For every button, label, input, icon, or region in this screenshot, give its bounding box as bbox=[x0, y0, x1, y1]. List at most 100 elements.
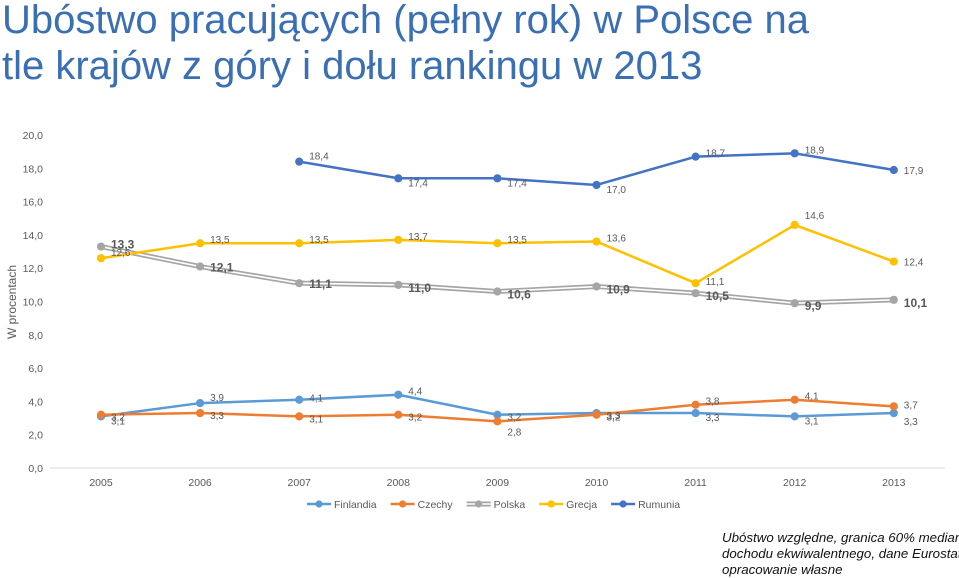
data-label-polska: 11,0 bbox=[408, 281, 431, 295]
data-label-polska: 10,9 bbox=[607, 283, 631, 297]
data-point-czechy bbox=[889, 402, 898, 411]
data-label-grecja: 13,5 bbox=[210, 235, 230, 246]
data-point-rumunia bbox=[889, 165, 898, 175]
data-point-grecja bbox=[493, 239, 502, 248]
data-point-rumunia bbox=[295, 157, 304, 166]
data-point-polska bbox=[889, 295, 898, 304]
data-point-grecja bbox=[889, 257, 898, 266]
title-line-2: tle krajów z góry i dołu rankingu w 2013 bbox=[2, 44, 703, 88]
y-tick-label: 8,0 bbox=[28, 330, 43, 342]
data-label-rumunia: 17,4 bbox=[408, 178, 428, 189]
data-label-polska: 10,5 bbox=[706, 289, 730, 303]
title-line-1: Ubóstwo pracujących (pełny rok) w Polsce… bbox=[2, 0, 810, 42]
data-label-finlandia: 3,3 bbox=[904, 417, 918, 428]
x-tick-label: 2005 bbox=[89, 477, 113, 489]
data-point-polska bbox=[493, 287, 502, 296]
data-point-grecja bbox=[96, 254, 106, 263]
legend-label: Polska bbox=[494, 499, 526, 511]
data-label-rumunia: 18,9 bbox=[805, 145, 825, 156]
data-point-finlandia bbox=[196, 398, 205, 408]
data-label-grecja: 13,6 bbox=[607, 234, 627, 245]
data-point-polska bbox=[96, 242, 106, 251]
data-point-finlandia bbox=[493, 410, 502, 419]
legend-swatch-marker bbox=[315, 500, 323, 508]
footnote-line-1: Ubóstwo względne, granica 60% mediany bbox=[722, 530, 959, 545]
x-tick-label: 2012 bbox=[783, 477, 807, 489]
data-label-czechy: 3,2 bbox=[408, 413, 422, 424]
x-tick-label: 2013 bbox=[882, 477, 906, 489]
y-tick-label: 0,0 bbox=[28, 463, 43, 475]
legend-swatch-marker bbox=[399, 500, 407, 508]
data-label-czechy: 2,8 bbox=[507, 427, 521, 438]
data-point-grecja bbox=[295, 239, 304, 248]
y-tick-label: 10,0 bbox=[23, 297, 44, 309]
data-label-czechy: 4,1 bbox=[805, 392, 819, 403]
data-label-rumunia: 18,7 bbox=[706, 149, 726, 160]
legend-swatch-marker bbox=[619, 500, 627, 508]
data-label-czechy: 3,8 bbox=[706, 397, 720, 408]
data-point-finlandia bbox=[691, 408, 700, 418]
data-label-rumunia: 18,4 bbox=[309, 152, 329, 163]
data-point-grecja bbox=[196, 239, 205, 248]
data-point-czechy bbox=[295, 412, 304, 421]
data-label-finlandia: 4,4 bbox=[408, 387, 422, 398]
x-tick-label: 2008 bbox=[387, 477, 411, 489]
data-label-rumunia: 17,4 bbox=[507, 178, 527, 189]
y-tick-label: 20,0 bbox=[23, 130, 44, 142]
data-point-czechy bbox=[790, 395, 799, 404]
data-point-rumunia bbox=[790, 149, 799, 158]
data-label-czechy: 3,1 bbox=[309, 414, 323, 425]
data-label-rumunia: 17,9 bbox=[904, 166, 924, 177]
data-label-grecja: 12,6 bbox=[111, 248, 131, 259]
data-label-finlandia: 3,3 bbox=[706, 413, 720, 424]
data-point-rumunia bbox=[592, 180, 601, 190]
data-label-grecja: 14,6 bbox=[805, 211, 825, 222]
data-point-rumunia bbox=[493, 174, 502, 183]
slide-title: Ubóstwo pracujących (pełny rok) w Polsce… bbox=[2, 0, 809, 89]
data-label-finlandia: 4,1 bbox=[309, 394, 323, 405]
y-axis-title: W procentach bbox=[5, 265, 19, 339]
data-label-finlandia: 3,1 bbox=[805, 416, 819, 427]
data-point-polska bbox=[394, 280, 403, 289]
data-point-grecja bbox=[790, 220, 799, 230]
data-label-czechy: 3,2 bbox=[111, 413, 125, 424]
legend-swatch-marker bbox=[475, 500, 483, 508]
data-point-polska bbox=[592, 282, 601, 291]
data-label-grecja: 13,5 bbox=[507, 235, 527, 246]
data-point-grecja bbox=[691, 279, 700, 288]
data-point-finlandia bbox=[790, 412, 799, 421]
y-tick-label: 6,0 bbox=[28, 363, 43, 375]
data-label-polska: 10,6 bbox=[507, 288, 531, 302]
x-tick-label: 2010 bbox=[585, 477, 609, 489]
y-tick-label: 12,0 bbox=[23, 263, 44, 275]
data-point-finlandia bbox=[394, 390, 403, 399]
data-label-polska: 10,1 bbox=[904, 296, 928, 310]
data-point-polska bbox=[196, 262, 205, 271]
footnote-line-3: opracowanie własne bbox=[722, 562, 843, 577]
data-point-czechy bbox=[691, 400, 700, 409]
legend-label: Czechy bbox=[418, 499, 454, 511]
data-label-grecja: 12,4 bbox=[904, 258, 924, 269]
legend-label: Rumunia bbox=[638, 499, 680, 511]
data-point-czechy bbox=[394, 410, 403, 419]
data-label-polska: 13,3 bbox=[111, 238, 135, 252]
data-point-rumunia bbox=[394, 174, 403, 183]
x-tick-label: 2007 bbox=[288, 477, 312, 489]
data-label-finlandia: 3,2 bbox=[507, 413, 521, 424]
legend-label: Finlandia bbox=[334, 499, 377, 511]
data-point-czechy bbox=[493, 417, 502, 426]
data-label-czechy: 3,2 bbox=[607, 413, 621, 424]
data-label-finlandia: 3,1 bbox=[111, 416, 125, 427]
y-tick-label: 4,0 bbox=[28, 396, 43, 408]
data-label-polska: 12,1 bbox=[210, 261, 234, 275]
data-point-finlandia bbox=[889, 408, 898, 418]
data-label-polska: 11,1 bbox=[309, 277, 332, 291]
data-point-grecja bbox=[394, 235, 403, 244]
data-point-czechy bbox=[196, 408, 205, 418]
data-label-finlandia: 3,9 bbox=[210, 393, 224, 404]
data-point-czechy bbox=[592, 410, 601, 419]
data-point-polska bbox=[295, 279, 304, 288]
x-tick-label: 2006 bbox=[188, 477, 212, 489]
data-label-polska: 9,9 bbox=[805, 299, 822, 313]
